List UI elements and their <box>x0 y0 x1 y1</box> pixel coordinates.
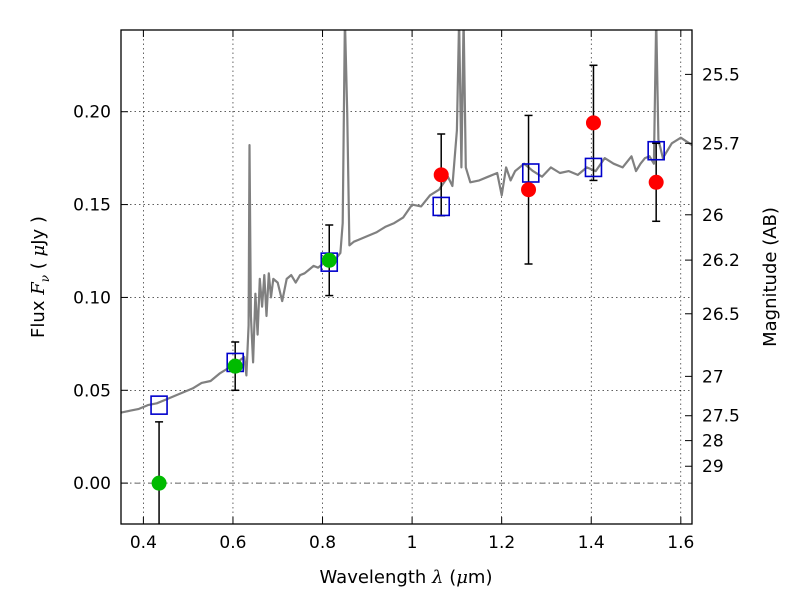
error-bars <box>155 64 661 524</box>
y-tick-label: 0.20 <box>73 103 111 123</box>
y2-tick-label: 27 <box>702 367 724 387</box>
x-tick-label: 1.6 <box>667 533 694 553</box>
model-photometry-point <box>432 196 451 217</box>
y2-tick-label: 29 <box>702 457 724 477</box>
y-axis-title: Flux Fν ( μJy ) <box>28 216 52 338</box>
y2-axis-title: Magnitude (AB) <box>760 207 781 347</box>
grid-lines <box>121 30 692 524</box>
nir-data-point <box>585 115 601 131</box>
nir-data-point <box>521 182 537 198</box>
y2-tick-label: 26.2 <box>702 251 740 271</box>
model-photometry-point <box>584 157 603 178</box>
nir-data-point <box>433 167 449 183</box>
y2-tick-label: 27.5 <box>702 407 740 427</box>
y-tick-label: 0.15 <box>73 196 111 216</box>
y2-tick-label: 25.5 <box>702 65 740 85</box>
optical-data-point <box>321 252 337 268</box>
y-tick-label: 0.00 <box>73 474 111 494</box>
observed-photometry-points <box>151 115 664 491</box>
plot-frame <box>120 29 693 525</box>
model-photometry-point <box>150 395 168 415</box>
optical-data-point <box>227 358 243 374</box>
nir-data-point <box>648 174 664 190</box>
x-axis-title: Wavelength λ (μm) <box>320 567 493 588</box>
model-photometry-point <box>521 163 540 183</box>
x-tick-label: 0.8 <box>309 533 336 553</box>
x-tick-label: 1.2 <box>488 533 515 553</box>
model-spectrum <box>121 30 692 414</box>
y-axis-ticks: 0.00 0.05 0.10 0.15 0.20 <box>73 103 128 494</box>
optical-data-point <box>151 475 167 491</box>
y-tick-label: 0.05 <box>73 381 111 401</box>
x-tick-label: 1.4 <box>578 533 605 553</box>
x-tick-label: 1 <box>407 533 418 553</box>
y2-tick-label: 26.5 <box>702 305 740 325</box>
model-photometry-point <box>647 140 665 161</box>
model-photometry-points <box>150 140 665 415</box>
y2-tick-label: 26 <box>702 206 724 226</box>
y2-tick-label: 28 <box>702 432 724 452</box>
y-tick-label: 0.10 <box>73 288 111 308</box>
model-spectrum-line <box>121 30 692 414</box>
y2-tick-label: 25.7 <box>702 134 740 154</box>
x-tick-label: 0.4 <box>130 533 157 553</box>
x-axis-ticks: 0.4 0.6 0.8 1 1.2 1.4 1.6 <box>130 30 694 553</box>
x-tick-label: 0.6 <box>219 533 246 553</box>
y2-axis-ticks: 25.5 25.7 26 26.2 26.5 27 27.5 28 29 <box>685 65 740 477</box>
